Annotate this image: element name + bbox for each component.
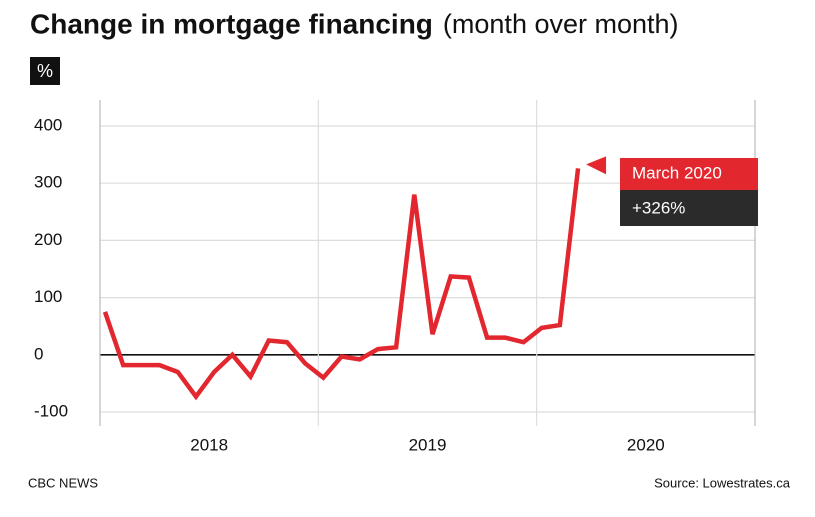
data-line xyxy=(102,168,581,401)
y-tick-label: 0 xyxy=(34,344,43,363)
chart-title: Change in mortgage financing xyxy=(30,8,433,39)
y-tick-label: 300 xyxy=(34,173,62,192)
chart-subtitle: (month over month) xyxy=(443,9,679,39)
x-tick-label: 2019 xyxy=(409,435,447,454)
x-tick-label: 2020 xyxy=(627,435,665,454)
annotation-value: +326% xyxy=(632,198,685,217)
annotation-box xyxy=(620,158,758,190)
y-tick-label: -100 xyxy=(34,401,68,420)
y-tick-label: 100 xyxy=(34,287,62,306)
annotation-title: March 2020 xyxy=(632,163,722,182)
x-tick-label: 2018 xyxy=(190,435,228,454)
y-axis-label: % xyxy=(37,61,53,81)
y-tick-label: 200 xyxy=(34,230,62,249)
y-tick-label: 400 xyxy=(34,115,62,134)
unit-badge xyxy=(30,57,60,85)
annotation-box xyxy=(620,190,758,226)
footer: CBC NEWS xyxy=(28,475,98,490)
source: Source: Lowestrates.ca xyxy=(654,475,791,490)
annotation-pointer xyxy=(586,156,607,175)
